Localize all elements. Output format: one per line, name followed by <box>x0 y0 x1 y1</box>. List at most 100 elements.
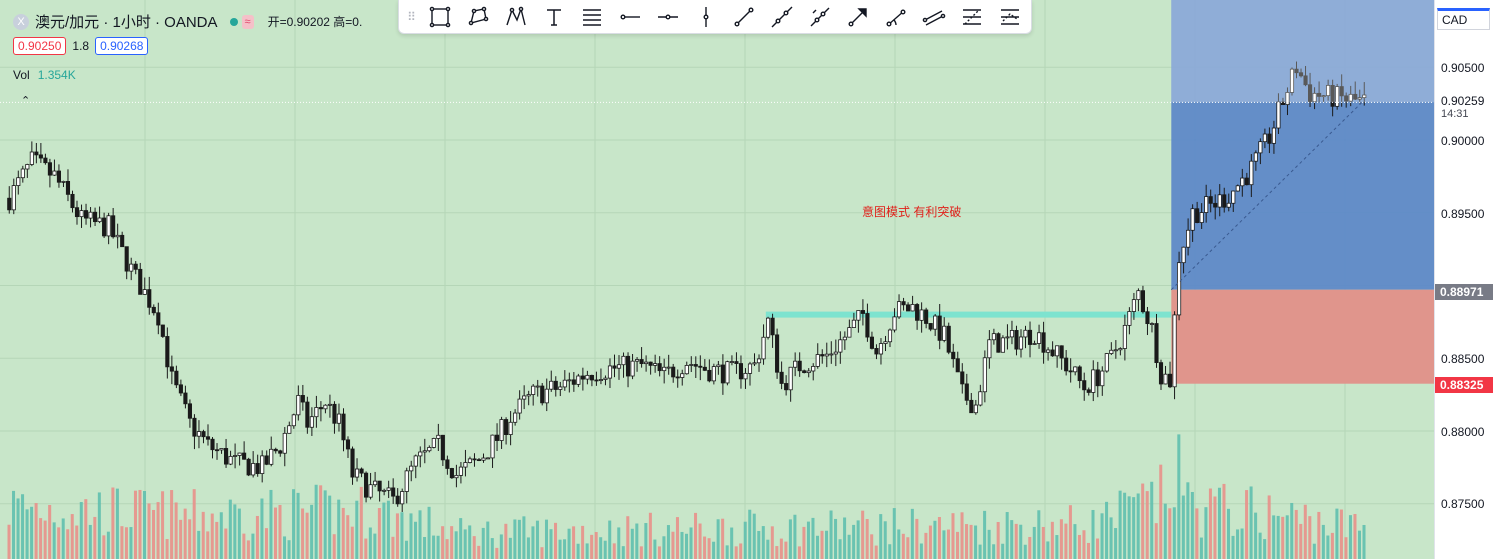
candle-body <box>422 450 427 453</box>
volume-bar <box>743 521 747 559</box>
candle-body <box>1335 86 1340 107</box>
candle-body <box>680 373 685 378</box>
candle-body <box>264 455 269 465</box>
volume-legend[interactable]: Vol 1.354K <box>13 68 76 82</box>
volume-bar <box>1100 513 1104 559</box>
fib-extension-tool-icon[interactable] <box>991 0 1029 33</box>
volume-bar <box>843 517 847 559</box>
text-tool-icon[interactable] <box>535 0 573 33</box>
volume-bar <box>590 534 594 559</box>
arrow-tool-icon[interactable] <box>839 0 877 33</box>
take-profit-zone[interactable] <box>1171 0 1434 290</box>
candle-body <box>1317 92 1322 97</box>
rectangle-tool-icon[interactable] <box>421 0 459 33</box>
volume-bar <box>901 533 905 559</box>
fib-lines-tool-icon[interactable] <box>573 0 611 33</box>
volume-bar <box>499 534 503 559</box>
collapse-chevron-icon[interactable]: ⌃ <box>21 95 31 107</box>
candle-body <box>639 359 644 365</box>
volume-bar <box>1186 482 1190 559</box>
volume-bar <box>671 531 675 559</box>
candle-body <box>806 370 811 374</box>
candle-body <box>1253 152 1258 162</box>
candle-body <box>1258 141 1263 154</box>
volume-bar <box>16 498 20 559</box>
candle-body <box>359 468 364 474</box>
candle-body <box>567 379 572 382</box>
volume-bar <box>386 500 390 559</box>
trend-line-tool-icon[interactable] <box>725 0 763 33</box>
candle-body <box>784 383 789 391</box>
price-axis[interactable] <box>1434 0 1493 559</box>
volume-bar <box>1159 464 1163 559</box>
symbol-legend[interactable]: X 澳元/加元 · 1小时 · OANDA ≈ 开=0.90202 高=0. <box>13 11 362 32</box>
stop-loss-zone[interactable] <box>1171 289 1434 384</box>
volume-bar <box>585 543 589 559</box>
volume-bar <box>97 492 101 559</box>
volume-bar <box>648 512 652 559</box>
axis-tick-label: 0.89500 <box>1441 207 1485 221</box>
axis-tick-label: 0.87500 <box>1441 497 1485 511</box>
ray-tool-icon[interactable] <box>611 0 649 33</box>
symbol-title[interactable]: 澳元/加元 · 1小时 · OANDA <box>35 14 218 31</box>
volume-bar <box>1082 530 1086 559</box>
polygon-tool-icon[interactable] <box>459 0 497 33</box>
trend-angle-tool-icon[interactable] <box>877 0 915 33</box>
candle-body <box>820 354 825 357</box>
candle-body <box>833 351 838 355</box>
volume-bar <box>879 514 883 559</box>
price-chart[interactable] <box>0 0 1434 559</box>
info-line-tool-icon[interactable] <box>801 0 839 33</box>
candle-body <box>1091 369 1096 393</box>
volume-bar <box>946 529 950 559</box>
candle-body <box>138 268 143 295</box>
candle-body <box>937 315 942 341</box>
candle-body <box>1113 349 1118 352</box>
volume-bar <box>558 539 562 559</box>
volume-bar <box>152 509 156 559</box>
volume-bar <box>1172 507 1176 559</box>
extended-line-tool-icon[interactable] <box>763 0 801 33</box>
volume-bar <box>1127 496 1131 559</box>
candle-body <box>847 327 852 338</box>
candle-body <box>504 419 509 435</box>
volume-bar <box>260 498 264 559</box>
volume-bar <box>52 522 56 559</box>
candle-body <box>576 375 581 385</box>
drag-handle-icon[interactable]: ⠿ <box>407 9 417 24</box>
buy-button[interactable]: 0.90268 <box>95 37 149 55</box>
vertical-line-tool-icon[interactable] <box>687 0 725 33</box>
volume-bar <box>486 521 490 559</box>
candle-body <box>1312 92 1317 103</box>
volume-label: Vol <box>13 68 30 82</box>
volume-bar <box>174 502 178 559</box>
candle-body <box>476 459 482 461</box>
parallel-channel-tool-icon[interactable] <box>915 0 953 33</box>
volume-bar <box>992 544 996 559</box>
volume-bar <box>1335 508 1339 559</box>
chart-annotation[interactable]: 意图模式 有利突破 <box>862 205 962 219</box>
resistance-level-line[interactable] <box>765 311 1172 318</box>
candle-body <box>747 363 753 374</box>
candle-body <box>282 432 287 454</box>
candle-body <box>165 336 170 368</box>
volume-bar <box>1222 483 1226 559</box>
currency-selector[interactable]: CAD <box>1437 8 1490 30</box>
sell-button[interactable]: 0.90250 <box>13 37 67 55</box>
path-tool-icon[interactable] <box>497 0 535 33</box>
volume-bar <box>567 528 571 559</box>
candle-body <box>1055 345 1060 357</box>
volume-bar <box>513 519 517 559</box>
horizontal-ray-tool-icon[interactable] <box>649 0 687 33</box>
volume-bar <box>1068 505 1072 559</box>
candle-body <box>341 413 346 441</box>
candle-body <box>811 365 816 372</box>
entry-price-tag: 0.88971 <box>1435 284 1493 300</box>
volume-bar <box>603 540 607 559</box>
volume-bar <box>364 538 368 559</box>
fib-retracement-tool-icon[interactable] <box>953 0 991 33</box>
candle-body <box>120 234 125 248</box>
candle-body <box>991 333 996 341</box>
volume-bar <box>111 487 115 559</box>
candle-body <box>1014 330 1019 350</box>
